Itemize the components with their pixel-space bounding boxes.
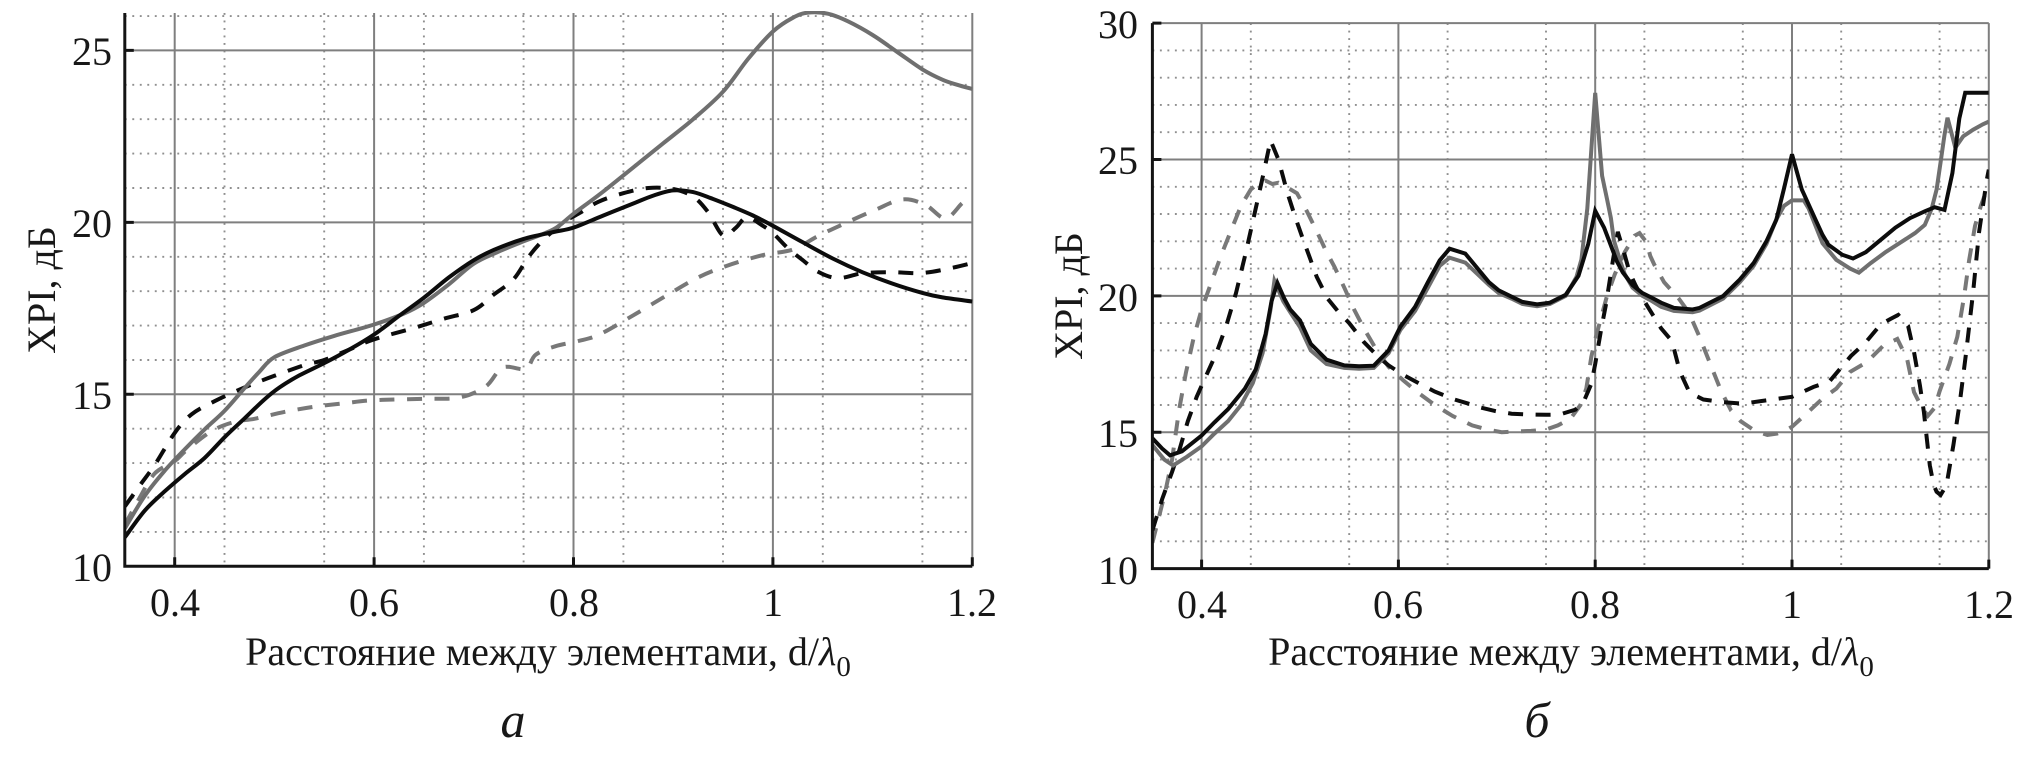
svg-text:1.2: 1.2 [1964,582,2014,627]
svg-text:0.4: 0.4 [1177,582,1227,627]
svg-text:10: 10 [72,545,112,590]
svg-text:б: б [1524,692,1551,748]
svg-text:15: 15 [1098,411,1138,456]
svg-text:0.8: 0.8 [1570,582,1620,627]
svg-text:15: 15 [72,373,112,418]
svg-text:25: 25 [1098,138,1138,183]
svg-text:0.4: 0.4 [150,580,200,625]
svg-text:1.2: 1.2 [947,580,997,625]
svg-text:20: 20 [72,201,112,246]
svg-text:0.6: 0.6 [1373,582,1423,627]
svg-text:0.8: 0.8 [549,580,599,625]
svg-text:1: 1 [763,580,783,625]
svg-text:10: 10 [1098,548,1138,593]
svg-text:XPI, дБ: XPI, дБ [1046,232,1091,360]
svg-text:XPI, дБ: XPI, дБ [19,226,64,354]
svg-text:25: 25 [72,29,112,74]
svg-text:1: 1 [1782,582,1802,627]
svg-text:20: 20 [1098,275,1138,320]
svg-text:30: 30 [1098,2,1138,47]
svg-text:а: а [501,692,526,748]
svg-text:0.6: 0.6 [349,580,399,625]
